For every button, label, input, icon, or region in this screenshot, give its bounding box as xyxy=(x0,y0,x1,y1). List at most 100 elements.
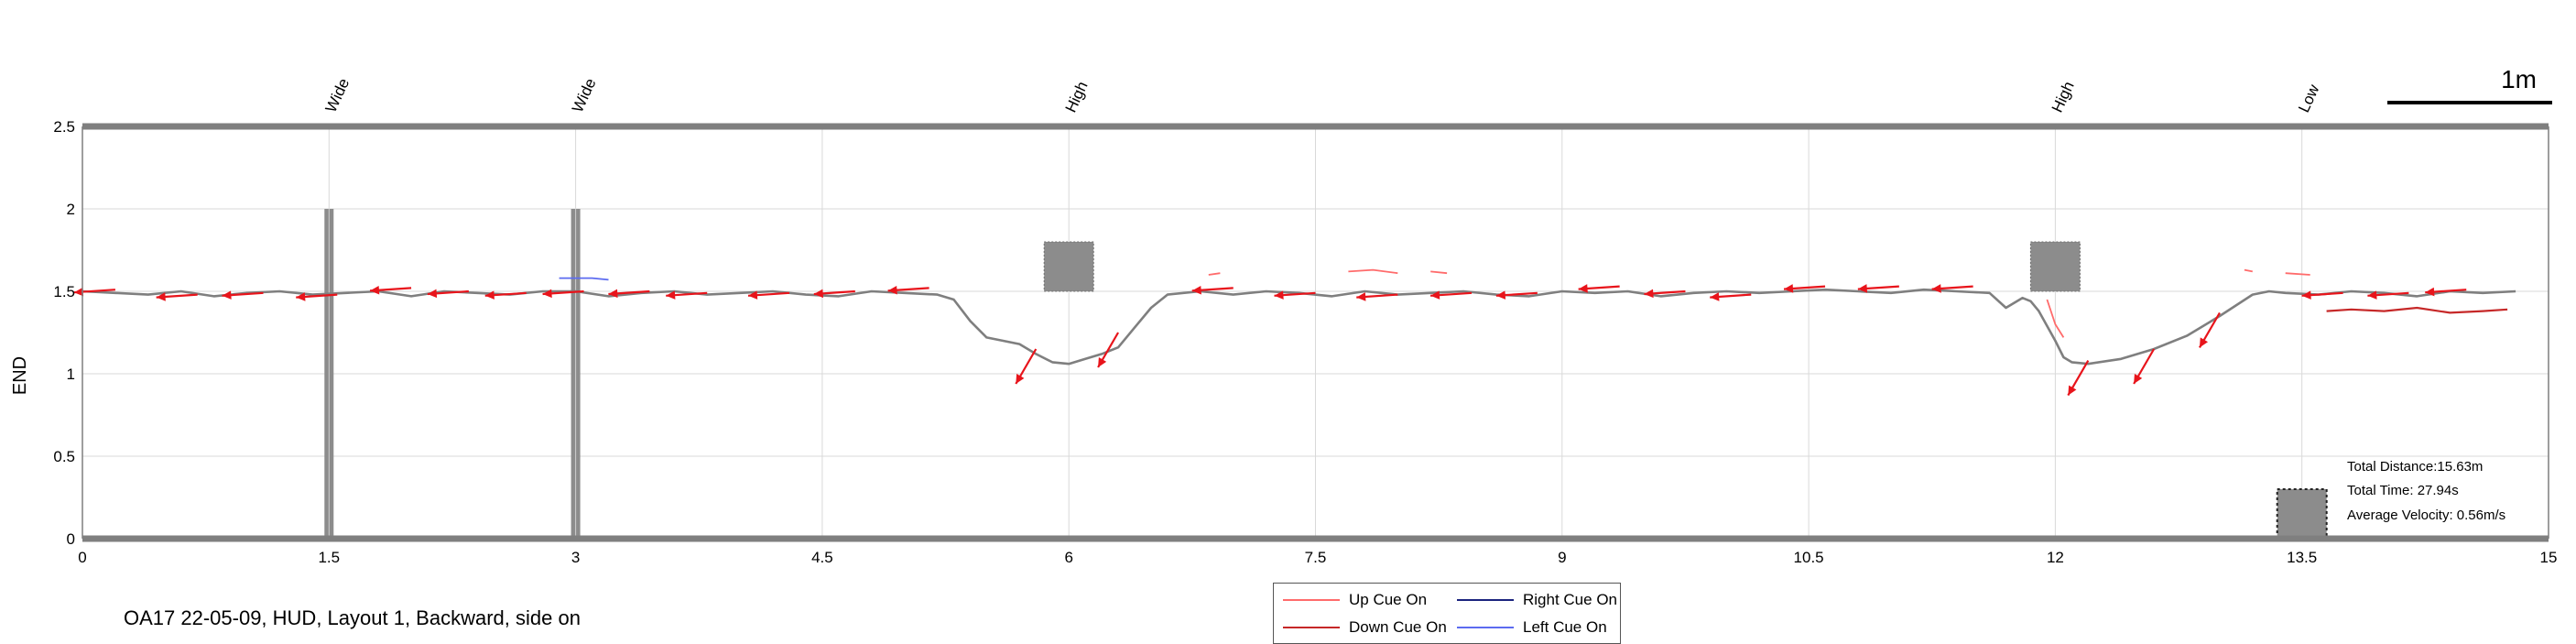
cue-arrow-head xyxy=(1098,357,1107,367)
total-distance: Total Distance:15.63m xyxy=(2347,459,2483,475)
cue-arrow-head xyxy=(1710,292,1720,301)
cue-arrow xyxy=(1356,292,1398,301)
cue-arrow xyxy=(1578,284,1620,293)
cue-arrow xyxy=(1710,292,1752,301)
up-cue-segment xyxy=(1208,272,1221,276)
cue-arrow-head xyxy=(2301,290,2311,300)
legend-swatch xyxy=(1283,627,1340,628)
total-time: Total Time: 27.94s xyxy=(2347,483,2459,498)
down-cue-segment xyxy=(2326,306,2508,314)
cue-arrow xyxy=(1931,284,1973,293)
cue-arrow xyxy=(1429,290,1473,300)
cue-arrow xyxy=(2367,290,2409,300)
cue-arrow xyxy=(2198,311,2221,348)
legend-swatch xyxy=(1457,627,1514,628)
y-tick-label: 2 xyxy=(67,201,75,218)
legend-swatch xyxy=(1457,599,1514,601)
cue-arrow-head xyxy=(1356,292,1366,301)
up-cue-segment xyxy=(2285,272,2310,276)
cue-arrow-head xyxy=(484,290,495,300)
cue-arrow-head xyxy=(813,289,824,299)
cue-arrow xyxy=(1783,284,1826,293)
cue-arrow-head xyxy=(156,292,166,301)
cue-arrow xyxy=(2133,348,2156,385)
x-tick-label: 13.5 xyxy=(2287,549,2317,566)
up-cue-segment xyxy=(1430,270,1448,275)
y-tick-label: 0.5 xyxy=(53,448,75,465)
trajectory-chart: 0 1.5 3 4.5 6 7.5 9 10.5 12 13.5 15 0 0.5 1 1.5 2 2.5 Wi… xyxy=(10,65,2557,566)
cue-arrow xyxy=(747,290,790,300)
figure-caption: OA17 22-05-09, HUD, Layout 1, Backward, … xyxy=(124,606,581,629)
legend-item-up-cue: Up Cue On xyxy=(1283,591,1427,609)
cue-arrow-head xyxy=(222,290,232,300)
x-tick-label: 10.5 xyxy=(1794,549,1824,566)
cue-arrow xyxy=(156,292,198,301)
x-tick-label: 3 xyxy=(571,549,580,566)
cue-arrow xyxy=(222,290,264,300)
up-cue-segment xyxy=(1348,268,1398,275)
legend-label: Left Cue On xyxy=(1523,618,1607,636)
x-tick-label: 9 xyxy=(1558,549,1566,566)
left-cue-segment xyxy=(559,277,609,281)
cue-arrow xyxy=(542,289,584,299)
cue-arrow xyxy=(813,289,855,299)
cue-arrow xyxy=(296,292,338,301)
cue-arrow-head xyxy=(1016,374,1025,384)
y-tick-label: 1.5 xyxy=(53,283,75,300)
cue-arrow-head xyxy=(542,289,552,299)
x-tick-label: 15 xyxy=(2540,549,2558,566)
x-tick-label: 7.5 xyxy=(1305,549,1327,566)
scale-bar: 1m xyxy=(2387,65,2552,104)
cue-arrow-head xyxy=(2425,287,2435,297)
x-tick-label: 12 xyxy=(2047,549,2064,566)
cue-arrow xyxy=(887,285,929,295)
cue-arrow-head xyxy=(608,289,618,299)
cue-arrow-head xyxy=(887,285,897,295)
cue-arrow-head xyxy=(2068,385,2077,396)
scale-bar-label: 1m xyxy=(2501,65,2537,93)
obstacle-label: Wide xyxy=(569,76,600,115)
cue-arrow-head xyxy=(747,290,758,300)
x-tick-label: 4.5 xyxy=(811,549,833,566)
cue-arrow-head xyxy=(370,285,380,295)
cue-arrow xyxy=(1097,332,1120,368)
legend-swatch xyxy=(1283,599,1340,601)
cue-arrow xyxy=(608,289,650,299)
cue-arrow xyxy=(369,285,412,295)
cue-layer xyxy=(73,268,2508,397)
cue-arrow-head xyxy=(2367,290,2377,300)
obstacle-labels: Wide Wide High High Low xyxy=(322,76,2323,115)
cue-arrow-head xyxy=(1495,290,1506,300)
cue-arrow-head xyxy=(1784,284,1794,293)
cue-arrow-head xyxy=(2134,374,2143,384)
cue-arrow xyxy=(2301,290,2343,300)
obstacle-label: Low xyxy=(2295,82,2323,115)
cue-arrow-head xyxy=(1274,290,1284,300)
obstacle-box-low xyxy=(2276,488,2328,540)
obstacle-box xyxy=(2029,241,2081,292)
cue-arrow xyxy=(1191,285,1234,295)
stats-block: Total Distance:15.63m Total Time: 27.94s… xyxy=(2347,459,2505,523)
cue-arrow xyxy=(1644,289,1686,299)
x-tick-label: 1.5 xyxy=(318,549,340,566)
x-tick-label: 6 xyxy=(1064,549,1072,566)
cue-arrow-head xyxy=(1644,289,1654,299)
obstacle-label: High xyxy=(1062,79,1092,115)
axes xyxy=(82,123,2549,542)
cue-arrow-head xyxy=(1191,285,1201,295)
cue-arrow-head xyxy=(2199,337,2209,348)
cue-arrow-head xyxy=(73,287,84,297)
cue-arrow xyxy=(2067,360,2090,397)
up-cue-segment xyxy=(2244,268,2253,273)
y-tick-label: 1 xyxy=(67,366,75,383)
legend-label: Down Cue On xyxy=(1349,618,1447,636)
cue-arrow xyxy=(1857,284,1899,293)
cue-arrow-head xyxy=(1931,284,1941,293)
cue-arrow xyxy=(666,290,708,300)
y-tick-label: 0 xyxy=(67,530,75,548)
tick-labels: 0 1.5 3 4.5 6 7.5 9 10.5 12 13.5 15 0 0.5 1 1.5 2 2.5 xyxy=(53,118,2557,566)
cue-arrow xyxy=(73,287,115,297)
legend: Up Cue On Right Cue On Down Cue On Left … xyxy=(1273,583,1621,644)
x-tick-label: 0 xyxy=(78,549,86,566)
obstacle-label: High xyxy=(2049,79,2078,115)
